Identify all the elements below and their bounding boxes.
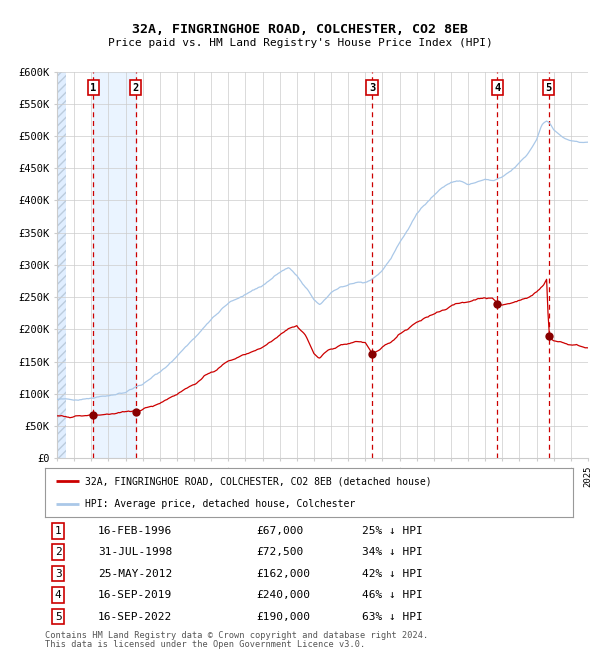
Text: 31-JUL-1998: 31-JUL-1998: [98, 547, 172, 557]
Text: £240,000: £240,000: [256, 590, 310, 600]
Text: 42% ↓ HPI: 42% ↓ HPI: [362, 569, 422, 578]
Text: 46% ↓ HPI: 46% ↓ HPI: [362, 590, 422, 600]
Text: 32A, FINGRINGHOE ROAD, COLCHESTER, CO2 8EB: 32A, FINGRINGHOE ROAD, COLCHESTER, CO2 8…: [132, 23, 468, 36]
Text: £72,500: £72,500: [256, 547, 304, 557]
Text: 63% ↓ HPI: 63% ↓ HPI: [362, 612, 422, 621]
Text: 25-MAY-2012: 25-MAY-2012: [98, 569, 172, 578]
Text: 32A, FINGRINGHOE ROAD, COLCHESTER, CO2 8EB (detached house): 32A, FINGRINGHOE ROAD, COLCHESTER, CO2 8…: [85, 476, 431, 486]
Text: HPI: Average price, detached house, Colchester: HPI: Average price, detached house, Colc…: [85, 499, 355, 508]
Text: 2: 2: [133, 83, 139, 92]
Text: £162,000: £162,000: [256, 569, 310, 578]
Text: £67,000: £67,000: [256, 526, 304, 536]
Text: £190,000: £190,000: [256, 612, 310, 621]
Text: This data is licensed under the Open Government Licence v3.0.: This data is licensed under the Open Gov…: [45, 640, 365, 649]
Text: 3: 3: [369, 83, 375, 92]
Text: 3: 3: [55, 569, 62, 578]
Text: 2: 2: [55, 547, 62, 557]
Text: Price paid vs. HM Land Registry's House Price Index (HPI): Price paid vs. HM Land Registry's House …: [107, 38, 493, 47]
Text: Contains HM Land Registry data © Crown copyright and database right 2024.: Contains HM Land Registry data © Crown c…: [45, 630, 428, 640]
Text: 4: 4: [55, 590, 62, 600]
Text: 25% ↓ HPI: 25% ↓ HPI: [362, 526, 422, 536]
Text: 16-FEB-1996: 16-FEB-1996: [98, 526, 172, 536]
Text: 5: 5: [55, 612, 62, 621]
Text: 5: 5: [545, 83, 552, 92]
Bar: [57, 72, 65, 458]
Text: 16-SEP-2022: 16-SEP-2022: [98, 612, 172, 621]
Text: 1: 1: [55, 526, 62, 536]
Bar: [94, 72, 136, 458]
Text: 1: 1: [90, 83, 97, 92]
Text: 34% ↓ HPI: 34% ↓ HPI: [362, 547, 422, 557]
Text: 4: 4: [494, 83, 500, 92]
Text: 16-SEP-2019: 16-SEP-2019: [98, 590, 172, 600]
